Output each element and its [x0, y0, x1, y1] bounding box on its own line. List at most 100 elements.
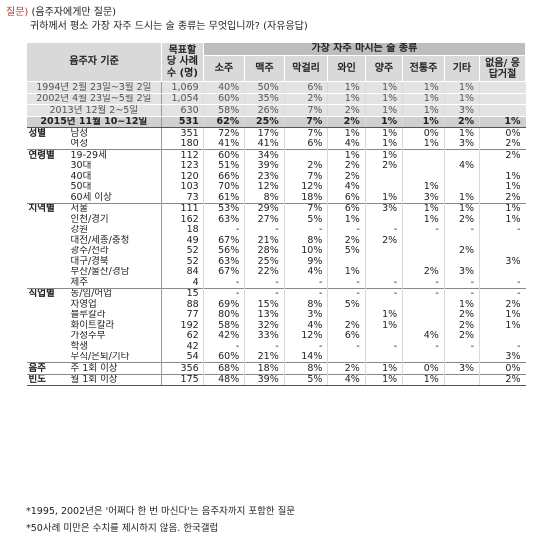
period-label: 1994년 2월 23일~3월 2일	[26, 81, 162, 94]
subgroup-label: 부산/울산/경남	[70, 266, 130, 277]
table-row: 빈도 월 1회 이상 175 48% 39% 5% 4% 1% 1% 2%	[26, 373, 526, 386]
percent-cell: 6%	[327, 192, 366, 203]
percent-cell: 2%	[327, 104, 366, 117]
group-label: 성별	[28, 127, 46, 139]
percent-cell: 4%	[283, 266, 328, 277]
percent-cell: 41%	[244, 138, 285, 150]
column-header-5: 전통주	[402, 55, 445, 82]
percent-cell: 0%	[402, 362, 445, 374]
percent-cell	[443, 181, 480, 192]
percent-cell: 3%	[443, 138, 480, 150]
percent-cell: -	[479, 341, 526, 352]
sample-count: 120	[161, 171, 204, 182]
percent-cell	[364, 181, 403, 192]
row-label: 60세 이상	[27, 192, 162, 203]
percent-cell: 70%	[202, 181, 245, 192]
percent-cell: 3%	[443, 266, 480, 277]
sample-count: 351	[161, 127, 204, 139]
percent-cell: 4%	[327, 138, 366, 150]
percent-cell: -	[202, 287, 245, 299]
subgroup-label: 가정주부	[70, 330, 106, 341]
percent-cell: 3%	[443, 104, 480, 117]
percent-cell: 1%	[402, 214, 445, 225]
percent-cell: 2%	[443, 309, 480, 320]
percent-cell: -	[244, 277, 285, 288]
row-label: 음주 주 1회 이상	[26, 362, 162, 374]
percent-cell: 2%	[402, 266, 445, 277]
percent-cell: 1%	[402, 181, 445, 192]
table-row: 광주/전라 52 56% 28% 10% 5% 2%	[27, 245, 526, 257]
percent-cell: 34%	[244, 149, 285, 161]
subgroup-label: 주 1회 이상	[70, 362, 118, 374]
row-label: 부산/울산/경남	[27, 267, 162, 278]
row-label: 성별 남성	[26, 127, 162, 139]
percent-cell	[443, 351, 480, 363]
row-label: 50대	[27, 182, 162, 193]
subgroup-label: 월 1회 이상	[70, 374, 118, 385]
percent-cell: 2%	[327, 171, 366, 182]
percent-cell	[327, 309, 366, 320]
percent-cell	[479, 266, 526, 277]
percent-cell: 2%	[283, 93, 328, 105]
percent-cell	[479, 81, 526, 94]
table-row: 블루칼라 77 80% 13% 3% 1% 2% 1%	[27, 309, 526, 320]
percent-cell: 1%	[402, 81, 445, 94]
percent-cell: 1%	[364, 192, 403, 203]
row-label: 직업별 농/임/어업	[26, 287, 162, 299]
percent-cell: 8%	[283, 362, 328, 374]
percent-cell: 1%	[443, 93, 480, 105]
percent-cell: -	[443, 287, 480, 299]
row-label: 광주/전라	[27, 246, 162, 257]
percent-cell: 1%	[364, 149, 403, 161]
percent-cell: 56%	[202, 245, 245, 256]
percent-cell	[364, 330, 403, 341]
percent-cell: -	[402, 277, 445, 288]
percent-cell: 60%	[202, 93, 245, 105]
percent-cell	[479, 235, 526, 246]
percent-cell	[402, 320, 445, 331]
percent-cell	[364, 351, 403, 363]
sample-count: 356	[161, 362, 204, 374]
percent-cell: 35%	[244, 93, 285, 105]
percent-cell: 29%	[244, 202, 285, 214]
percent-cell: 1%	[402, 115, 445, 128]
percent-cell: 4%	[402, 330, 445, 341]
percent-cell: 2%	[443, 214, 480, 225]
percent-cell: 48%	[202, 373, 245, 386]
percent-cell: 13%	[244, 309, 285, 320]
column-header-7: 없음/ 응답거절	[479, 55, 526, 82]
percent-cell: 6%	[327, 202, 366, 214]
percent-cell: 8%	[244, 192, 285, 203]
percent-cell: 7%	[283, 202, 328, 214]
sample-count: 1,069	[161, 81, 204, 94]
percent-cell: 5%	[327, 299, 366, 310]
percent-cell: 58%	[202, 104, 245, 117]
sample-count: 175	[161, 373, 204, 386]
survey-table: 음주자 기준 목표할당 사례수 (명) 가장 자주 마시는 술 종류 소주 맥주 막…	[25, 42, 527, 386]
row-label: 화이트칼라	[27, 320, 162, 331]
row-label: 지역별 서울	[26, 202, 162, 214]
row-label: 30대	[27, 161, 162, 172]
table-row: 인천/경기 162 63% 27% 5% 1% 1% 2% 1%	[27, 214, 526, 225]
percent-cell	[283, 149, 328, 161]
row-label: 자영업	[27, 299, 162, 310]
percent-cell: 1%	[402, 138, 445, 150]
subgroup-label: 서울	[70, 203, 88, 214]
percent-cell	[402, 309, 445, 320]
percent-cell: -	[402, 224, 445, 235]
percent-cell: 5%	[283, 214, 328, 225]
group-label: 직업별	[28, 288, 55, 299]
table-row: 화이트칼라 192 58% 32% 4% 2% 1% 2% 1%	[27, 320, 526, 331]
subgroup-label: 여성	[70, 138, 88, 149]
percent-cell	[402, 171, 445, 182]
percent-cell: 67%	[202, 235, 245, 246]
percent-cell	[364, 266, 403, 277]
percent-cell	[364, 214, 403, 225]
group-label: 지역별	[28, 203, 55, 214]
percent-cell	[327, 256, 366, 267]
basis-header: 음주자 기준	[25, 42, 163, 82]
percent-cell: 1%	[402, 202, 445, 214]
subgroup-label: 40대	[70, 171, 92, 182]
table-row: 30대 123 51% 39% 2% 2% 2% 4%	[27, 160, 526, 172]
percent-cell: -	[202, 224, 245, 235]
